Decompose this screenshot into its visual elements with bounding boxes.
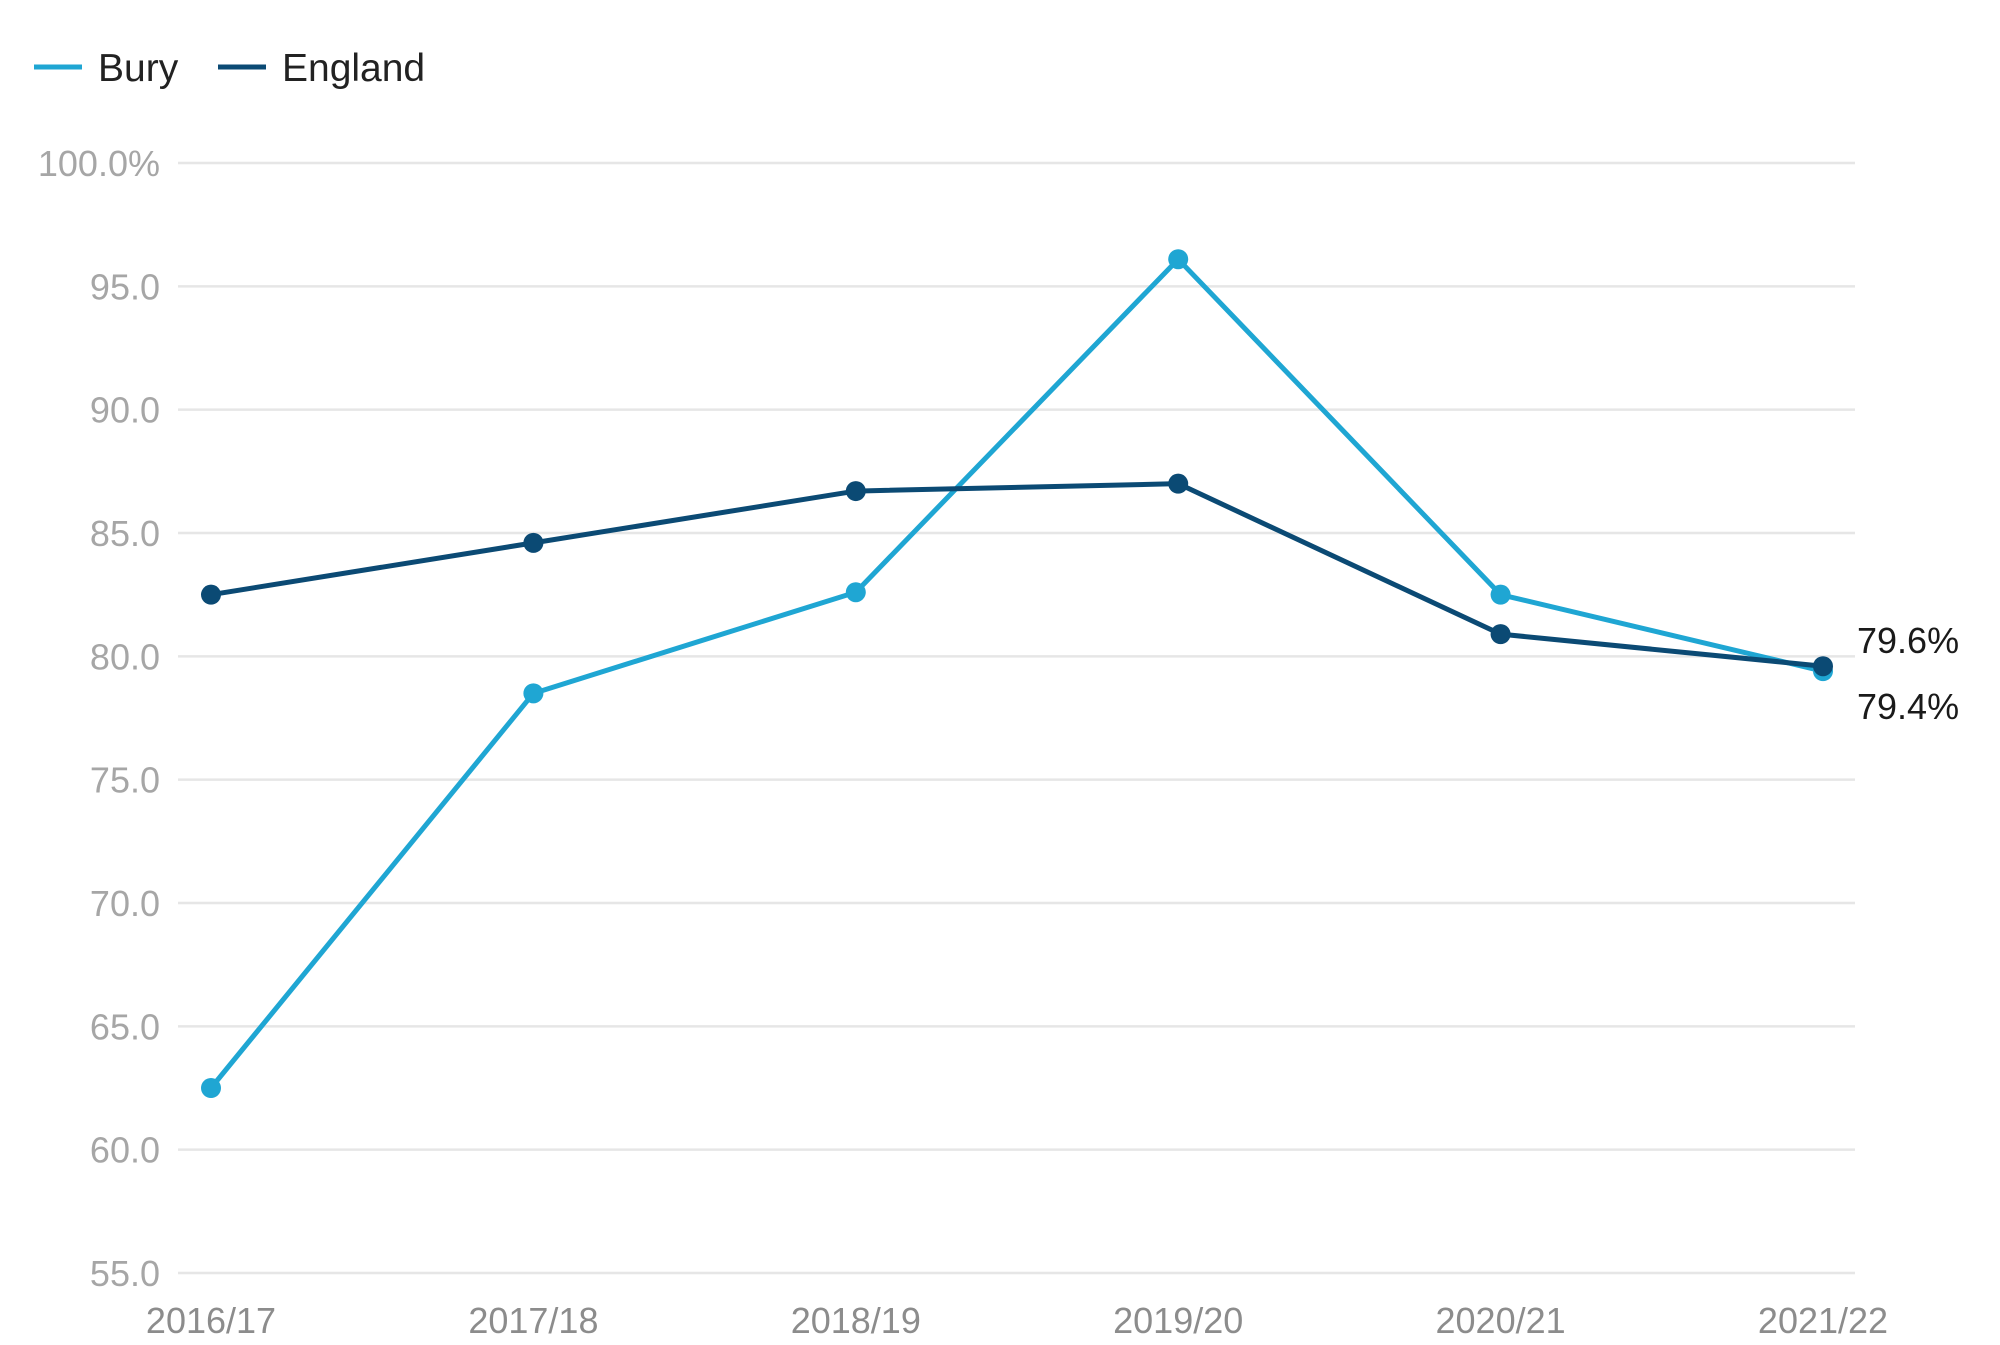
y-axis: 100.0% 95.0 90.0 85.0 80.0 75.0 70.0 65.0 60.0 55… bbox=[38, 143, 160, 1294]
legend-label-bury: Bury bbox=[98, 47, 179, 90]
y-tick-label: 100.0% bbox=[38, 143, 160, 184]
y-tick-label: 85.0 bbox=[90, 513, 160, 554]
data-point-bury[interactable] bbox=[201, 1078, 221, 1098]
y-tick-label: 75.0 bbox=[90, 760, 160, 801]
y-tick-label: 55.0 bbox=[90, 1253, 160, 1294]
legend-label-england: England bbox=[282, 47, 425, 90]
y-tick-label: 65.0 bbox=[90, 1006, 160, 1047]
data-point-bury[interactable] bbox=[523, 683, 544, 704]
gridlines bbox=[178, 161, 1855, 1275]
x-tick-label: 2016/17 bbox=[146, 1300, 276, 1341]
data-point-england[interactable] bbox=[523, 532, 544, 553]
data-point-england[interactable] bbox=[845, 481, 866, 502]
series-line-england bbox=[208, 481, 1826, 669]
series-england bbox=[201, 473, 1833, 677]
x-tick-label: 2017/18 bbox=[468, 1300, 598, 1341]
legend: Bury England bbox=[34, 47, 425, 90]
x-tick-label: 2019/20 bbox=[1113, 1300, 1243, 1341]
end-label-bury: 79.4% bbox=[1857, 686, 1959, 727]
data-point-bury[interactable] bbox=[1168, 249, 1189, 270]
y-tick-label: 95.0 bbox=[90, 266, 160, 307]
data-point-bury[interactable] bbox=[845, 582, 866, 603]
x-tick-label: 2018/19 bbox=[791, 1300, 921, 1341]
data-point-england[interactable] bbox=[1490, 624, 1511, 645]
y-tick-label: 70.0 bbox=[90, 883, 160, 924]
series-line-bury bbox=[208, 256, 1826, 1091]
y-tick-label: 90.0 bbox=[90, 390, 160, 431]
x-tick-label: 2020/21 bbox=[1436, 1300, 1566, 1341]
end-label-england: 79.6% bbox=[1857, 620, 1959, 661]
data-point-bury[interactable] bbox=[1490, 584, 1511, 605]
x-axis: 2016/17 2017/18 2018/19 2019/20 2020/21 2021/… bbox=[146, 1300, 1888, 1341]
end-labels: 79.4% 79.6% bbox=[1857, 620, 1959, 727]
data-point-england[interactable] bbox=[1813, 656, 1833, 677]
data-point-england[interactable] bbox=[1168, 473, 1189, 494]
y-tick-label: 80.0 bbox=[90, 636, 160, 677]
series-bury bbox=[201, 249, 1833, 1098]
y-tick-label: 60.0 bbox=[90, 1130, 160, 1171]
data-point-england[interactable] bbox=[201, 584, 221, 605]
x-tick-label: 2021/22 bbox=[1758, 1300, 1888, 1341]
series-group bbox=[201, 249, 1833, 1098]
